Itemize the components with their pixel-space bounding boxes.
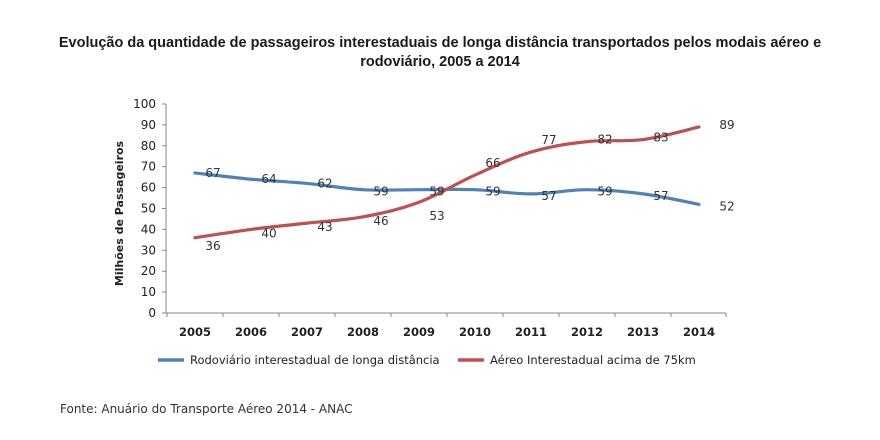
y-tick-label: 50: [141, 202, 156, 216]
x-tick-label: 2008: [347, 325, 379, 339]
series-line-2: [193, 125, 701, 240]
y-tick-label: 20: [141, 264, 156, 278]
y-tick-label: 10: [141, 285, 156, 299]
source-note: Fonte: Anuário do Transporte Aéreo 2014 …: [60, 402, 353, 416]
y-axis-title: Milhões de Passageiros: [113, 140, 126, 286]
legend-label-1: Rodoviário interestadual de longa distân…: [190, 353, 440, 367]
x-tick-label: 2005: [179, 325, 211, 339]
data-label: 64: [261, 172, 276, 186]
chart-title-line-2: rodoviário, 2005 a 2014: [360, 54, 520, 70]
x-tick-label: 2006: [235, 325, 267, 339]
y-tick-label: 0: [148, 306, 156, 320]
chart-legend: Rodoviário interestadual de longa distân…: [158, 353, 696, 367]
data-label: 52: [719, 199, 734, 213]
data-label: 62: [317, 176, 332, 190]
y-tick-label: 60: [141, 181, 156, 195]
chart-title: Evolução da quantidade de passageiros in…: [0, 34, 880, 72]
series-layer: [193, 125, 701, 240]
data-label: 77: [541, 133, 556, 147]
y-tick-label: 80: [141, 139, 156, 153]
data-label: 59: [485, 185, 500, 199]
y-tick-label: 70: [141, 160, 156, 174]
x-tick-label: 2014: [683, 325, 715, 339]
data-label: 40: [261, 226, 276, 240]
data-label: 59: [597, 185, 612, 199]
y-tick-label: 100: [133, 97, 156, 111]
chart-axes: 0 10 20 30 40 50 60 70 80 90 100 2005 2006 2007 2008 20…: [113, 97, 727, 339]
data-label: 43: [317, 220, 332, 234]
y-tick-label: 40: [141, 222, 156, 236]
y-tick-label: 90: [141, 118, 156, 132]
data-label: 89: [719, 118, 734, 132]
data-labels: 67 64 62 59 59 59 57 59 57 52 36 40 43 46 53 66 77 82 83 89: [205, 118, 734, 253]
data-label: 57: [653, 189, 668, 203]
data-label: 82: [597, 133, 612, 147]
data-label: 57: [541, 189, 556, 203]
data-label: 53: [429, 209, 444, 223]
data-label: 36: [205, 239, 220, 253]
x-tick-label: 2010: [459, 325, 491, 339]
chart-title-line-1: Evolução da quantidade de passageiros in…: [58, 35, 822, 51]
data-label: 67: [205, 166, 220, 180]
x-tick-label: 2007: [291, 325, 323, 339]
legend-label-2: Aéreo Interestadual acima de 75km: [490, 353, 696, 367]
y-tick-label: 30: [141, 243, 156, 257]
data-label: 46: [373, 214, 388, 228]
data-label: 59: [373, 185, 388, 199]
data-label: 83: [653, 131, 668, 145]
x-tick-label: 2011: [515, 325, 547, 339]
data-label: 66: [485, 156, 500, 170]
data-label: 59: [429, 185, 444, 199]
x-tick-label: 2013: [627, 325, 659, 339]
x-tick-label: 2012: [571, 325, 603, 339]
x-tick-label: 2009: [403, 325, 435, 339]
